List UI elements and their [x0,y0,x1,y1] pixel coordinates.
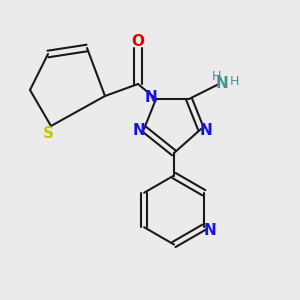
Text: N: N [133,123,146,138]
Text: S: S [43,126,53,141]
Text: N: N [199,123,212,138]
Text: H: H [211,70,221,83]
Text: N: N [216,76,228,91]
Text: N: N [145,90,158,105]
Text: O: O [131,34,145,50]
Text: H: H [229,75,239,88]
Text: N: N [203,223,216,238]
